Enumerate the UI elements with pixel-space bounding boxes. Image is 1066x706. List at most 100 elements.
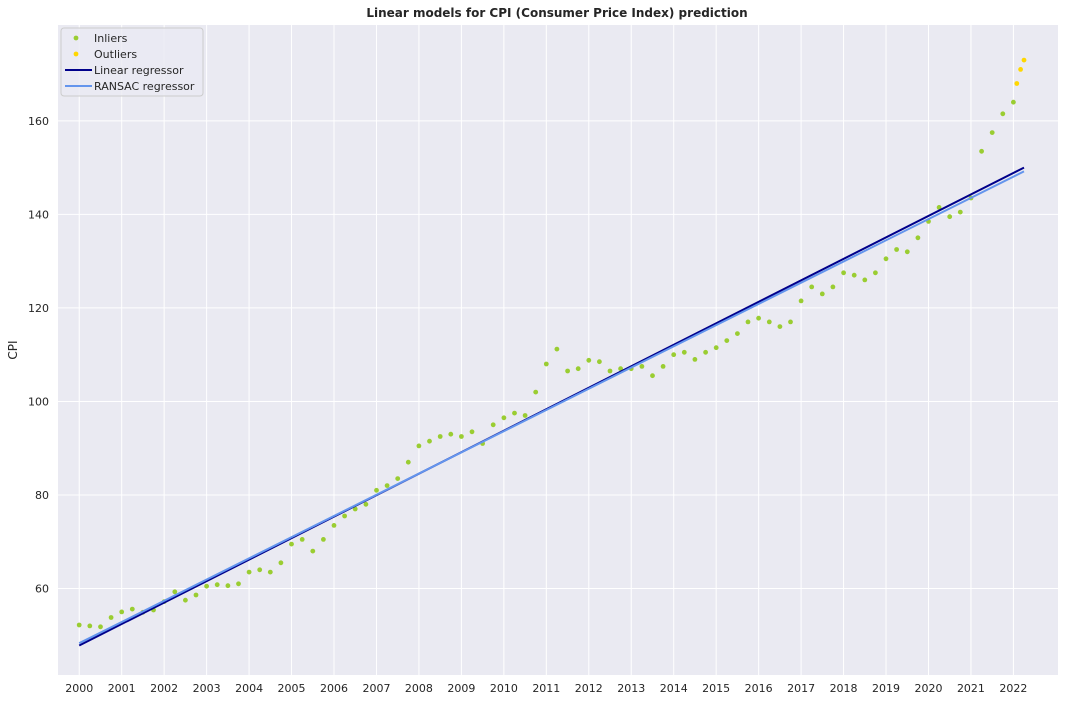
inliers-point xyxy=(565,368,570,374)
inliers-point xyxy=(363,501,369,507)
inliers-point xyxy=(257,567,263,573)
inliers-point xyxy=(713,345,719,351)
inliers-point xyxy=(374,487,379,493)
x-tick-label: 2012 xyxy=(575,682,603,695)
y-tick-label: 100 xyxy=(28,395,49,408)
inliers-point xyxy=(597,359,602,365)
inliers-point xyxy=(183,597,188,603)
inliers-point xyxy=(586,357,592,363)
y-tick-label: 60 xyxy=(35,582,49,595)
x-tick-label: 2017 xyxy=(787,682,815,695)
inliers-point xyxy=(788,319,793,325)
legend-swatch xyxy=(73,35,79,41)
inliers-point xyxy=(703,349,708,355)
inliers-point xyxy=(819,291,825,297)
inliers-point xyxy=(745,319,751,325)
inliers-point xyxy=(575,366,581,372)
inliers-point xyxy=(172,589,178,595)
x-tick-label: 2010 xyxy=(490,682,518,695)
inliers-point xyxy=(321,537,326,542)
inliers-point xyxy=(681,349,687,355)
inliers-point xyxy=(809,284,815,290)
inliers-point xyxy=(299,537,305,542)
inliers-point xyxy=(883,256,889,262)
inliers-point xyxy=(108,615,114,620)
legend-label: Linear regressor xyxy=(94,64,184,77)
x-tick-label: 2005 xyxy=(278,682,306,695)
inliers-point xyxy=(989,130,995,136)
inliers-point xyxy=(490,422,496,428)
x-tick-label: 2011 xyxy=(532,682,560,695)
inliers-point xyxy=(554,346,560,352)
legend: Inliers Outliers Linear regressor RANSAC re… xyxy=(60,27,204,97)
inliers-point xyxy=(830,284,836,290)
legend-label: RANSAC regressor xyxy=(94,80,195,93)
inliers-point xyxy=(894,247,899,252)
inliers-point xyxy=(777,324,783,329)
x-tick-label: 2001 xyxy=(108,682,136,695)
inliers-point xyxy=(862,277,868,283)
inliers-point xyxy=(267,569,273,575)
inliers-point xyxy=(310,548,316,554)
inliers-point xyxy=(735,331,740,336)
inliers-point xyxy=(947,214,953,220)
inliers-point xyxy=(427,438,432,444)
inliers-point xyxy=(246,569,252,575)
inliers-point xyxy=(618,366,623,372)
inliers-point xyxy=(236,581,241,587)
y-tick-label: 120 xyxy=(28,302,49,315)
inliers-point xyxy=(1000,111,1006,117)
inliers-point xyxy=(851,272,857,278)
x-tick-label: 2008 xyxy=(405,682,433,695)
x-tick-label: 2014 xyxy=(660,682,688,695)
inliers-point xyxy=(405,459,411,465)
x-tick-label: 2015 xyxy=(702,682,730,695)
inliers-point xyxy=(501,415,507,421)
x-tick-label: 2020 xyxy=(914,682,942,695)
x-tick-label: 2009 xyxy=(447,682,475,695)
inliers-point xyxy=(437,434,443,439)
inliers-point xyxy=(331,523,337,528)
inliers-point xyxy=(660,364,666,369)
inliers-point xyxy=(469,429,475,435)
inliers-point xyxy=(904,249,910,255)
inliers-point xyxy=(650,373,655,379)
grid xyxy=(58,25,1058,675)
inliers-point xyxy=(957,209,963,215)
legend-swatch xyxy=(73,51,79,57)
x-tick-label: 2004 xyxy=(235,682,263,695)
inliers-point xyxy=(756,315,761,321)
inliers-point xyxy=(214,582,220,588)
inliers-point xyxy=(543,361,549,367)
inliers-point xyxy=(352,506,358,512)
inliers-point xyxy=(416,443,422,449)
inliers-point xyxy=(119,609,125,615)
inliers-point xyxy=(76,622,82,628)
inliers-point xyxy=(204,583,210,589)
legend-label: Inliers xyxy=(94,32,128,45)
inliers-point xyxy=(766,319,772,325)
inliers-point xyxy=(607,368,613,374)
chart-title: Linear models for CPI (Consumer Price In… xyxy=(366,6,747,20)
x-tick-label: 2013 xyxy=(617,682,645,695)
inliers-point xyxy=(129,606,135,612)
inliers-point xyxy=(798,298,804,304)
inliers-point xyxy=(512,410,517,416)
outliers-point xyxy=(1014,81,1020,86)
inliers-point xyxy=(671,352,677,358)
inliers-point xyxy=(278,560,284,566)
inliers-point xyxy=(936,205,942,210)
x-tick-label: 2022 xyxy=(999,682,1027,695)
inliers-point xyxy=(87,623,93,629)
series xyxy=(76,57,1027,647)
outliers-point xyxy=(1018,67,1023,72)
x-tick-label: 2019 xyxy=(872,682,900,695)
inliers-point xyxy=(1011,99,1016,105)
inliers-point xyxy=(915,235,921,241)
x-tick-label: 2002 xyxy=(150,682,178,695)
inliers-point xyxy=(724,338,730,343)
y-axis-label: CPI xyxy=(6,340,20,359)
inliers-point xyxy=(692,357,698,362)
